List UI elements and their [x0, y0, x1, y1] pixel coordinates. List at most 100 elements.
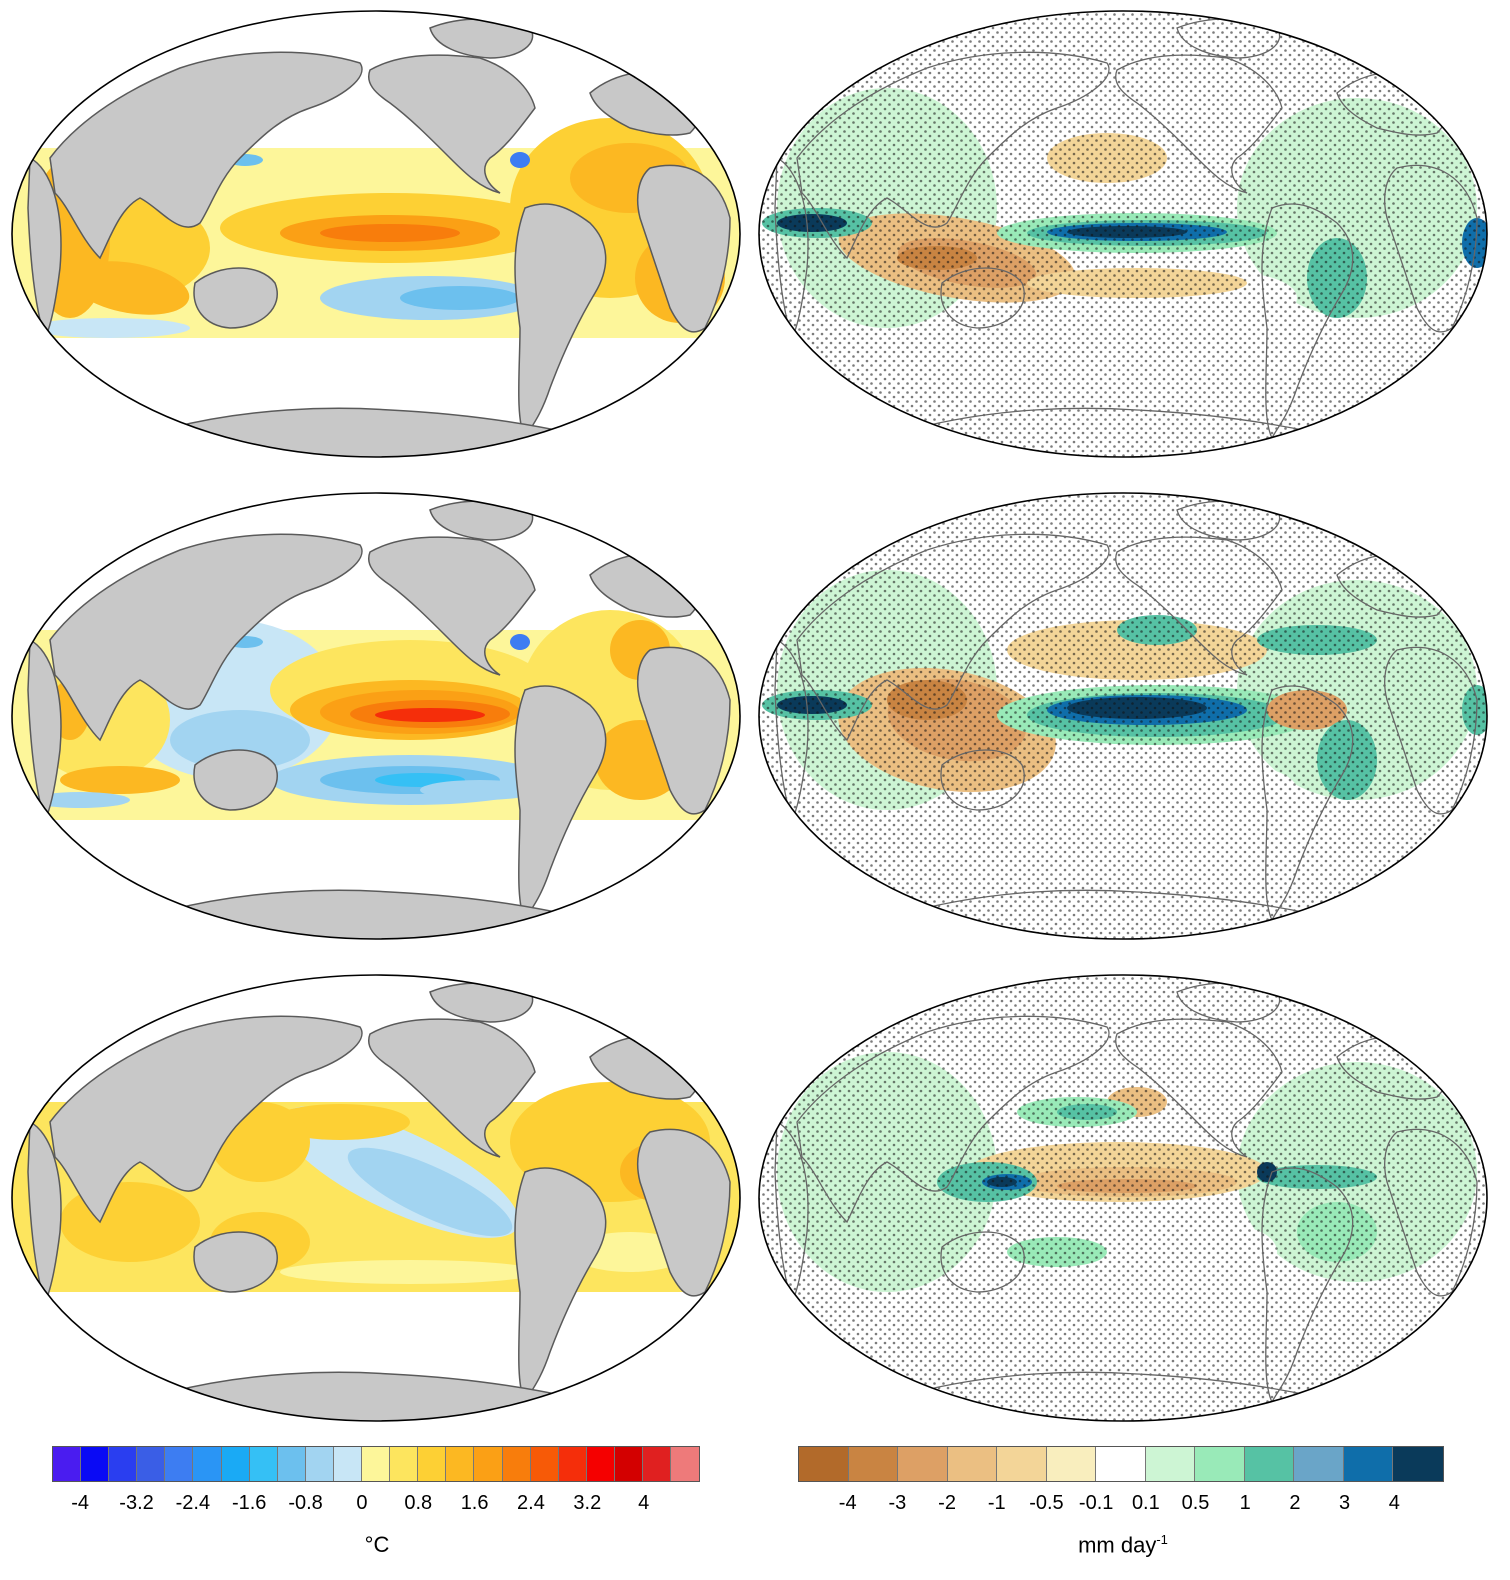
- colorbar-swatch: [474, 1447, 503, 1481]
- colorbar-swatch: [1244, 1447, 1295, 1481]
- precip-colorbar-ticks: -4 -3 -2 -1 -0.5 -0.1 0.1 0.5 1 2 3 4: [798, 1492, 1448, 1516]
- colorbar-tick-label: -4: [71, 1492, 90, 1514]
- colorbar-swatch: [848, 1447, 899, 1481]
- colorbar-tick-label: 2: [1289, 1492, 1301, 1514]
- colorbar-swatch: [1145, 1447, 1196, 1481]
- map-panel-precip-1: [757, 8, 1489, 460]
- colorbar-tick-label: 0.1: [1131, 1492, 1160, 1514]
- colorbar-tick-label: 1: [1239, 1492, 1251, 1514]
- sst-anomaly-contour: [170, 710, 310, 770]
- sst-anomaly-contour: [30, 318, 190, 338]
- colorbar-swatch: [947, 1447, 998, 1481]
- colorbar-swatch: [1195, 1447, 1245, 1481]
- colorbar-swatch: [446, 1447, 475, 1481]
- colorbar-swatch: [502, 1447, 531, 1481]
- colorbar-swatch: [586, 1447, 615, 1481]
- colorbar-swatch: [997, 1447, 1047, 1481]
- colorbar-tick-label: -1.6: [231, 1492, 267, 1514]
- colorbar-swatch: [1294, 1447, 1344, 1481]
- precip-unit-text: mm day: [1078, 1532, 1157, 1558]
- colorbar-swatch: [137, 1447, 166, 1481]
- colorbar-tick-label: 4: [638, 1492, 650, 1514]
- sst-anomaly-contour: [280, 1260, 540, 1284]
- colorbar-tick-label: 0.8: [404, 1492, 433, 1514]
- colorbar-swatch: [390, 1447, 419, 1481]
- sst-colorbar-ticks: -4 -3.2 -2.4 -1.6 -0.8 0 0.8 1.6 2.4 3.2 4: [52, 1492, 702, 1516]
- colorbar-tick-label: 3: [1339, 1492, 1351, 1514]
- colorbar-swatch: [1096, 1447, 1146, 1481]
- colorbar-tick-label: 3.2: [573, 1492, 602, 1514]
- colorbar-swatch: [799, 1447, 849, 1481]
- sst-anomaly-contour: [375, 708, 485, 722]
- sst-anomaly-contour: [510, 152, 530, 168]
- map-svg: [758, 10, 1488, 458]
- precip-unit-label: mm day-1: [798, 1532, 1448, 1558]
- colorbar-swatch: [558, 1447, 587, 1481]
- colorbar-swatch: [221, 1447, 250, 1481]
- sst-anomaly-contour: [60, 766, 180, 794]
- colorbar-tick-label: 0: [356, 1492, 368, 1514]
- sst-anomaly-contour: [30, 792, 130, 808]
- coastlines: [774, 982, 1478, 1421]
- colorbar-swatch: [53, 1447, 82, 1481]
- precip-colorbar: [798, 1446, 1444, 1482]
- projection-frame: [758, 10, 1488, 458]
- projection-frame: [11, 10, 741, 458]
- colorbar-tick-label: -2: [938, 1492, 956, 1514]
- colorbar-swatch: [249, 1447, 278, 1481]
- map-panel-sst-2: [10, 490, 742, 942]
- colorbar-tick-label: -0.1: [1078, 1492, 1114, 1514]
- colorbar-swatch: [530, 1447, 559, 1481]
- colorbar-tick-label: -3.2: [119, 1492, 154, 1514]
- colorbar-swatch: [614, 1447, 643, 1481]
- projection-frame: [758, 974, 1488, 1422]
- colorbar-swatch: [418, 1447, 447, 1481]
- colorbar-swatch: [305, 1447, 334, 1481]
- significance-stippling: [759, 975, 1487, 1421]
- colorbar-tick-label: 1.6: [460, 1492, 489, 1514]
- map-panel-sst-3: [10, 972, 742, 1424]
- precip-colorbar-legend: -4 -3 -2 -1 -0.5 -0.1 0.1 0.5 1 2 3 4 mm day-1: [798, 1446, 1448, 1576]
- colorbar-swatch: [109, 1447, 138, 1481]
- colorbar-tick-label: -2.4: [175, 1492, 211, 1514]
- colorbar-swatch: [1343, 1447, 1394, 1481]
- projection-frame: [758, 492, 1488, 940]
- colorbar-swatch: [277, 1447, 306, 1481]
- colorbar-swatch: [671, 1447, 700, 1481]
- colorbar-tick-label: -0.8: [288, 1492, 323, 1514]
- map-panel-precip-3: [757, 972, 1489, 1424]
- colorbar-swatch: [193, 1447, 222, 1481]
- map-svg: [11, 974, 741, 1422]
- sst-anomaly-contour: [320, 224, 460, 242]
- sst-anomaly-contour: [347, 1147, 513, 1237]
- colorbar-tick-label: -4: [838, 1492, 857, 1514]
- colorbar-tick-label: -3: [888, 1492, 907, 1514]
- sst-anomaly-contour: [70, 261, 190, 315]
- colorbar-swatch: [898, 1447, 948, 1481]
- sst-colorbar: [52, 1446, 700, 1482]
- precip-unit-exponent: -1: [1156, 1532, 1168, 1547]
- colorbar-swatch: [165, 1447, 194, 1481]
- colorbar-swatch: [1046, 1447, 1097, 1481]
- map-panel-precip-2: [757, 490, 1489, 942]
- colorbar-swatch: [81, 1447, 110, 1481]
- colorbar-tick-label: -0.5: [1029, 1492, 1064, 1514]
- colorbar-swatch: [1393, 1447, 1443, 1481]
- sst-anomaly-contour: [400, 286, 520, 310]
- map-svg: [11, 492, 741, 940]
- projection-frame: [11, 974, 741, 1422]
- colorbar-swatch: [642, 1447, 672, 1481]
- map-svg: [758, 492, 1488, 940]
- map-svg: [11, 10, 741, 458]
- sst-anomaly-contour: [420, 780, 540, 800]
- sst-unit-text: °C: [364, 1532, 390, 1557]
- colorbar-swatch: [333, 1447, 363, 1481]
- colorbar-swatch: [362, 1447, 391, 1481]
- colorbar-tick-label: -1: [987, 1492, 1006, 1514]
- map-svg: [758, 974, 1488, 1422]
- sst-unit-label: °C: [52, 1532, 702, 1558]
- sst-anomaly-contour: [510, 634, 530, 650]
- significance-stippling: [759, 11, 1487, 457]
- sst-colorbar-legend: -4 -3.2 -2.4 -1.6 -0.8 0 0.8 1.6 2.4 3.2 4 °C: [52, 1446, 702, 1576]
- map-panel-sst-1: [10, 8, 742, 460]
